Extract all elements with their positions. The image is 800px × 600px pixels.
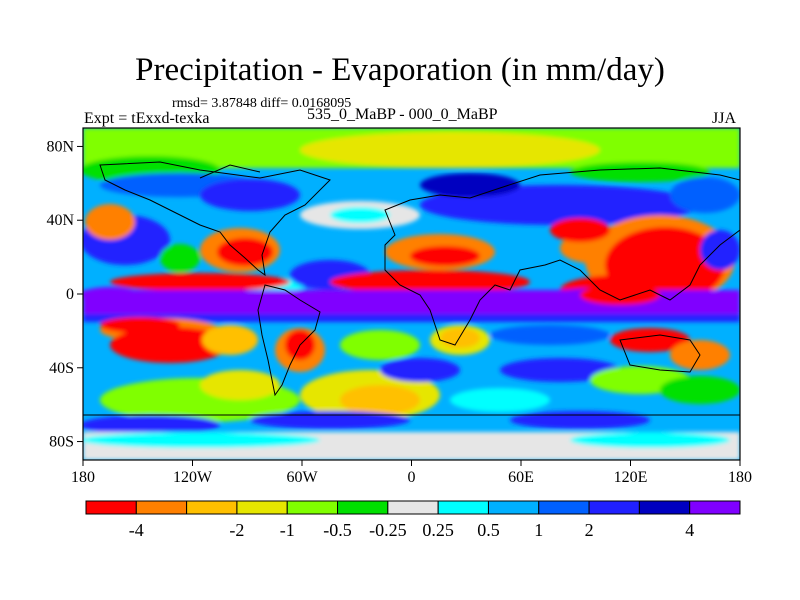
colorbar-swatch <box>286 500 339 515</box>
lat-tick-label: 80N <box>46 138 74 155</box>
colorbar-swatch <box>538 500 590 515</box>
colorbar-swatch <box>236 500 288 515</box>
colorbar-label: -0.5 <box>323 520 352 540</box>
colorbar-label: 1 <box>534 520 543 540</box>
comparison-label: 535_0_MaBP - 000_0_MaBP <box>307 106 498 123</box>
colorbar-label: -1 <box>280 520 295 540</box>
stats-text: rmsd= 3.87848 diff= 0.0168095 <box>172 96 352 111</box>
colorbar-label: -4 <box>129 520 144 540</box>
colorbar-swatch <box>387 500 439 515</box>
experiment-label: Expt = tExxd-texka <box>84 110 210 127</box>
colorbar-label: 2 <box>585 520 594 540</box>
colorbar-swatch <box>337 500 389 515</box>
coastlines <box>83 161 740 416</box>
colorbar-label: -2 <box>229 520 244 540</box>
colorbar-swatch <box>186 500 238 515</box>
precip-minus-evap-field <box>83 128 740 460</box>
colorbar-swatch <box>135 500 188 515</box>
lon-tick-label: 60W <box>286 469 318 486</box>
colorbar: -4 -2 -1 -0.5 -0.25 0.25 0.5 1 2 4 <box>85 500 741 540</box>
colorbar-label: 4 <box>685 520 694 540</box>
colorbar-swatch <box>487 500 540 515</box>
colorbar-label: 0.25 <box>422 520 454 540</box>
lat-tick-label: 40N <box>46 212 74 229</box>
lon-tick-label: 0 <box>408 469 416 486</box>
colorbar-swatch <box>689 500 741 515</box>
lat-tick-label: 40S <box>49 360 74 377</box>
lat-tick-label: 80S <box>49 434 74 451</box>
longitude-axis: 180 120W 60W 0 60E 120E 180 <box>71 460 752 486</box>
colorbar-swatch <box>437 500 489 515</box>
lon-tick-label: 180 <box>71 469 95 486</box>
colorbar-label: -0.25 <box>369 520 407 540</box>
season-label: JJA <box>712 110 737 127</box>
colorbar-swatch <box>85 500 137 515</box>
lon-tick-label: 60E <box>508 469 534 486</box>
lat-tick-label: 0 <box>66 286 74 303</box>
colorbar-swatch <box>588 500 640 515</box>
lon-tick-label: 120W <box>173 469 213 486</box>
colorbar-swatch <box>638 500 691 515</box>
lon-tick-label: 180 <box>728 469 752 486</box>
latitude-axis: 80N 40N 0 40S 80S <box>46 138 83 451</box>
colorbar-label: 0.5 <box>477 520 500 540</box>
lon-tick-label: 120E <box>614 469 648 486</box>
plot-title: Precipitation - Evaporation (in mm/day) <box>135 52 665 88</box>
